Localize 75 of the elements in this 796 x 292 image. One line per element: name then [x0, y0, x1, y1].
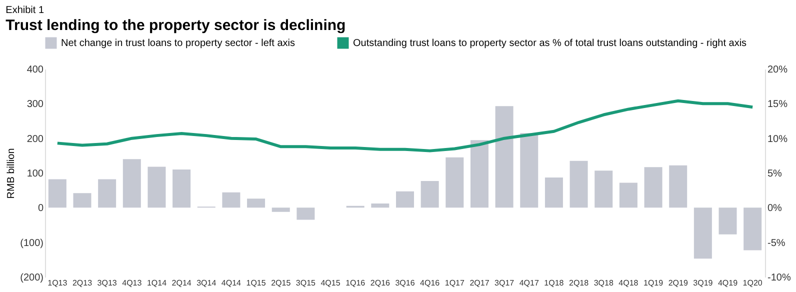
- y2-tick-label: 20%: [768, 64, 788, 76]
- x-tick-label: 1Q18: [544, 278, 564, 288]
- bar: [420, 180, 439, 208]
- x-tick-label: 3Q15: [296, 278, 316, 288]
- bar: [48, 179, 66, 208]
- x-tick-label: 4Q14: [221, 278, 242, 288]
- x-tick-label: 1Q14: [146, 278, 168, 288]
- x-tick-label: 1Q17: [444, 278, 465, 288]
- y2-tick-label: 15%: [768, 99, 788, 110]
- bar: [594, 170, 613, 208]
- y2-tick-label: -10%: [768, 272, 791, 284]
- bar: [247, 198, 266, 208]
- x-tick-label: 2Q18: [569, 278, 590, 288]
- bar: [98, 179, 116, 208]
- y2-tick-label: -5%: [768, 238, 786, 249]
- y-tick-label: 300: [26, 99, 44, 110]
- chart-title: Trust lending to the property sector is declining: [6, 17, 346, 34]
- bar: [718, 208, 737, 234]
- bar: [694, 208, 712, 259]
- x-tick-label: 1Q16: [346, 278, 366, 288]
- x-tick-label: 4Q16: [420, 278, 440, 288]
- x-tick-label: 2Q14: [172, 278, 192, 288]
- bar: [744, 208, 762, 250]
- bar: [544, 178, 563, 208]
- x-tick-label: 4Q19: [718, 278, 738, 288]
- y-axis-title: RMB billion: [6, 148, 18, 199]
- x-tick-label: 2Q16: [370, 278, 391, 288]
- x-tick-label: 2Q15: [271, 278, 292, 288]
- bar: [396, 191, 414, 208]
- x-tick-label: 2Q13: [72, 278, 93, 288]
- x-tick-label: 2Q17: [470, 278, 490, 288]
- x-tick-label: 3Q13: [97, 278, 118, 288]
- x-tick-label: 4Q17: [519, 278, 540, 288]
- y-tick-label: (200): [20, 272, 44, 284]
- x-tick-label: 1Q13: [48, 278, 68, 288]
- bar: [172, 170, 191, 208]
- x-tick-label: 4Q13: [122, 278, 142, 288]
- x-tick-label: 4Q15: [320, 278, 341, 288]
- y-tick-label: (100): [20, 238, 44, 249]
- bar: [73, 193, 92, 208]
- y2-tick-label: 5%: [768, 168, 782, 180]
- bar: [446, 157, 464, 208]
- bar: [470, 140, 488, 208]
- x-tick-label: 4Q18: [618, 278, 639, 288]
- x-tick-label: 3Q16: [395, 278, 416, 288]
- bar: [371, 204, 390, 208]
- bar: [669, 165, 688, 208]
- legend-label: Net change in trust loans to property sector - left axis: [61, 38, 295, 49]
- legend-label: Outstanding trust loans to property sector as % of total trust loans outstanding - right axis: [353, 38, 747, 49]
- bar: [520, 133, 538, 208]
- chart-subtitle: Exhibit 1: [6, 5, 44, 16]
- y-tick-label: 0: [38, 203, 44, 214]
- y2-tick-label: 10%: [768, 134, 788, 145]
- bar: [222, 192, 240, 208]
- bar: [570, 160, 588, 208]
- line-series: [56, 99, 754, 152]
- bar: [148, 166, 166, 208]
- bar: [122, 159, 141, 208]
- x-tick-label: 1Q20: [742, 278, 763, 288]
- y2-tick-label: 0%: [768, 203, 782, 214]
- x-tick-label: 3Q17: [494, 278, 515, 288]
- bar: [296, 208, 315, 220]
- bar: [644, 167, 662, 208]
- bar: [495, 106, 514, 208]
- x-tick-label: 3Q14: [196, 278, 217, 288]
- bar: [272, 208, 290, 212]
- x-tick-label: 2Q19: [668, 278, 688, 288]
- x-tick-label: 3Q19: [693, 278, 714, 288]
- y-tick-label: 200: [26, 134, 44, 145]
- bar: [619, 182, 638, 208]
- x-tick-label: 3Q18: [594, 278, 614, 288]
- x-tick-label: 1Q19: [643, 278, 664, 288]
- y-tick-label: 100: [26, 168, 44, 180]
- x-tick-label: 1Q15: [246, 278, 266, 288]
- y-tick-label: 400: [26, 64, 44, 76]
